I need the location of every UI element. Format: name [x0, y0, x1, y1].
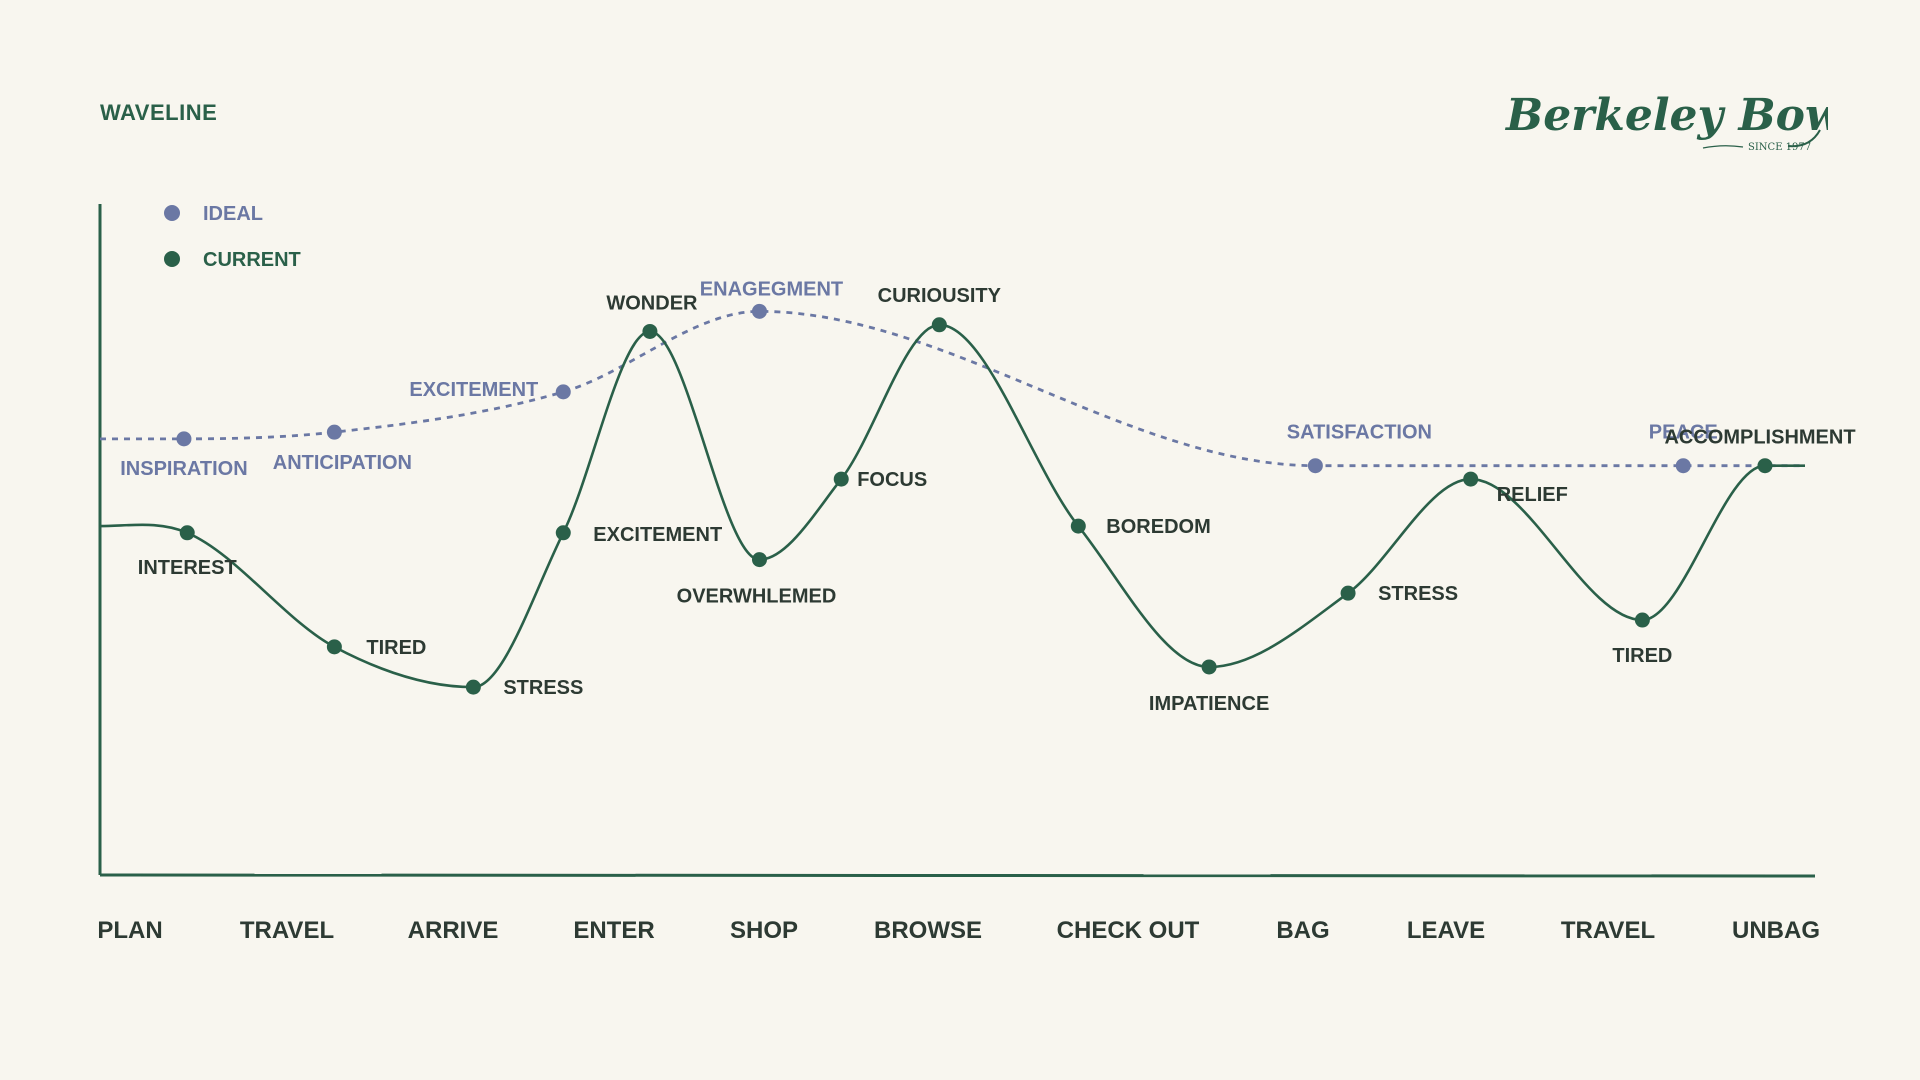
x-axis: [99, 873, 1816, 878]
chart-title: WAVELINE: [100, 100, 218, 125]
point-ideal-3: [751, 303, 767, 319]
svg-text:SINCE 1977: SINCE 1977: [1748, 142, 1811, 153]
point-label-ideal-1: ANTICIPATION: [273, 452, 412, 474]
point-current-11: [1463, 471, 1479, 487]
point-label-current-12: TIRED: [1612, 645, 1672, 667]
point-label-current-10: STRESS: [1378, 583, 1458, 605]
point-label-current-9: IMPATIENCE: [1149, 693, 1269, 715]
legend-marker-ideal: [164, 205, 180, 221]
point-current-5: [751, 552, 767, 568]
point-label-current-7: CURIOUSITY: [878, 285, 1002, 307]
point-label-current-4: WONDER: [606, 292, 698, 314]
point-label-ideal-4: SATISFACTION: [1287, 422, 1432, 444]
x-tick-label-1: TRAVEL: [240, 917, 334, 944]
x-tick-label-4: SHOP: [730, 917, 798, 944]
point-label-ideal-2: EXCITEMENT: [409, 379, 538, 401]
point-current-1: [326, 639, 342, 655]
point-label-current-3: EXCITEMENT: [593, 524, 722, 546]
point-label-current-1: TIRED: [366, 637, 426, 659]
x-tick-label-9: TRAVEL: [1561, 917, 1655, 944]
point-ideal-1: [326, 424, 342, 440]
legend-label-ideal: IDEAL: [203, 203, 263, 225]
point-label-current-6: FOCUS: [857, 469, 927, 491]
berkeley-bowl-logo: Berkeley Bowl SINCE 1977: [1498, 90, 1860, 160]
legend-marker-current: [164, 251, 180, 267]
x-tick-label-5: BROWSE: [874, 917, 982, 944]
point-current-0: [179, 525, 195, 541]
x-tick-label-8: LEAVE: [1407, 917, 1485, 944]
legend-label-current: CURRENT: [203, 249, 301, 271]
point-ideal-0: [176, 431, 192, 447]
svg-text:Berkeley Bowl: Berkeley Bowl: [1504, 90, 1828, 141]
point-ideal-5: [1675, 458, 1691, 474]
point-current-8: [1070, 518, 1086, 534]
point-current-10: [1340, 585, 1356, 601]
point-label-current-8: BOREDOM: [1106, 516, 1210, 538]
point-current-7: [931, 317, 947, 333]
point-current-12: [1634, 612, 1650, 628]
point-ideal-2: [555, 384, 571, 400]
x-tick-label-7: BAG: [1276, 917, 1329, 944]
point-current-2: [465, 679, 481, 695]
point-label-current-5: OVERWHLEMED: [677, 586, 837, 608]
point-current-6: [833, 471, 849, 487]
point-current-4: [642, 323, 658, 339]
x-tick-label-3: ENTER: [573, 917, 654, 944]
point-label-ideal-5: PEACE: [1649, 422, 1718, 444]
x-tick-label-6: CHECK OUT: [1057, 917, 1200, 944]
x-tick-label-10: UNBAG: [1732, 917, 1820, 944]
point-current-13: [1757, 458, 1773, 474]
point-label-ideal-3: ENAGEGMENT: [700, 278, 843, 300]
point-current-3: [555, 525, 571, 541]
point-label-current-2: STRESS: [503, 677, 583, 699]
series-line-current: [99, 323, 1805, 689]
point-label-current-11: RELIEF: [1497, 484, 1568, 506]
legend: IDEAL CURRENT: [164, 203, 301, 271]
point-ideal-4: [1307, 458, 1323, 474]
point-current-9: [1201, 659, 1217, 675]
x-tick-label-2: ARRIVE: [408, 917, 499, 944]
series-line-ideal: [100, 309, 1805, 468]
point-label-current-13: ACCOMPLISHMENT: [1664, 427, 1855, 449]
point-label-current-0: INTEREST: [138, 557, 237, 579]
point-label-ideal-0: INSPIRATION: [120, 458, 247, 480]
x-tick-label-0: PLAN: [97, 917, 162, 944]
